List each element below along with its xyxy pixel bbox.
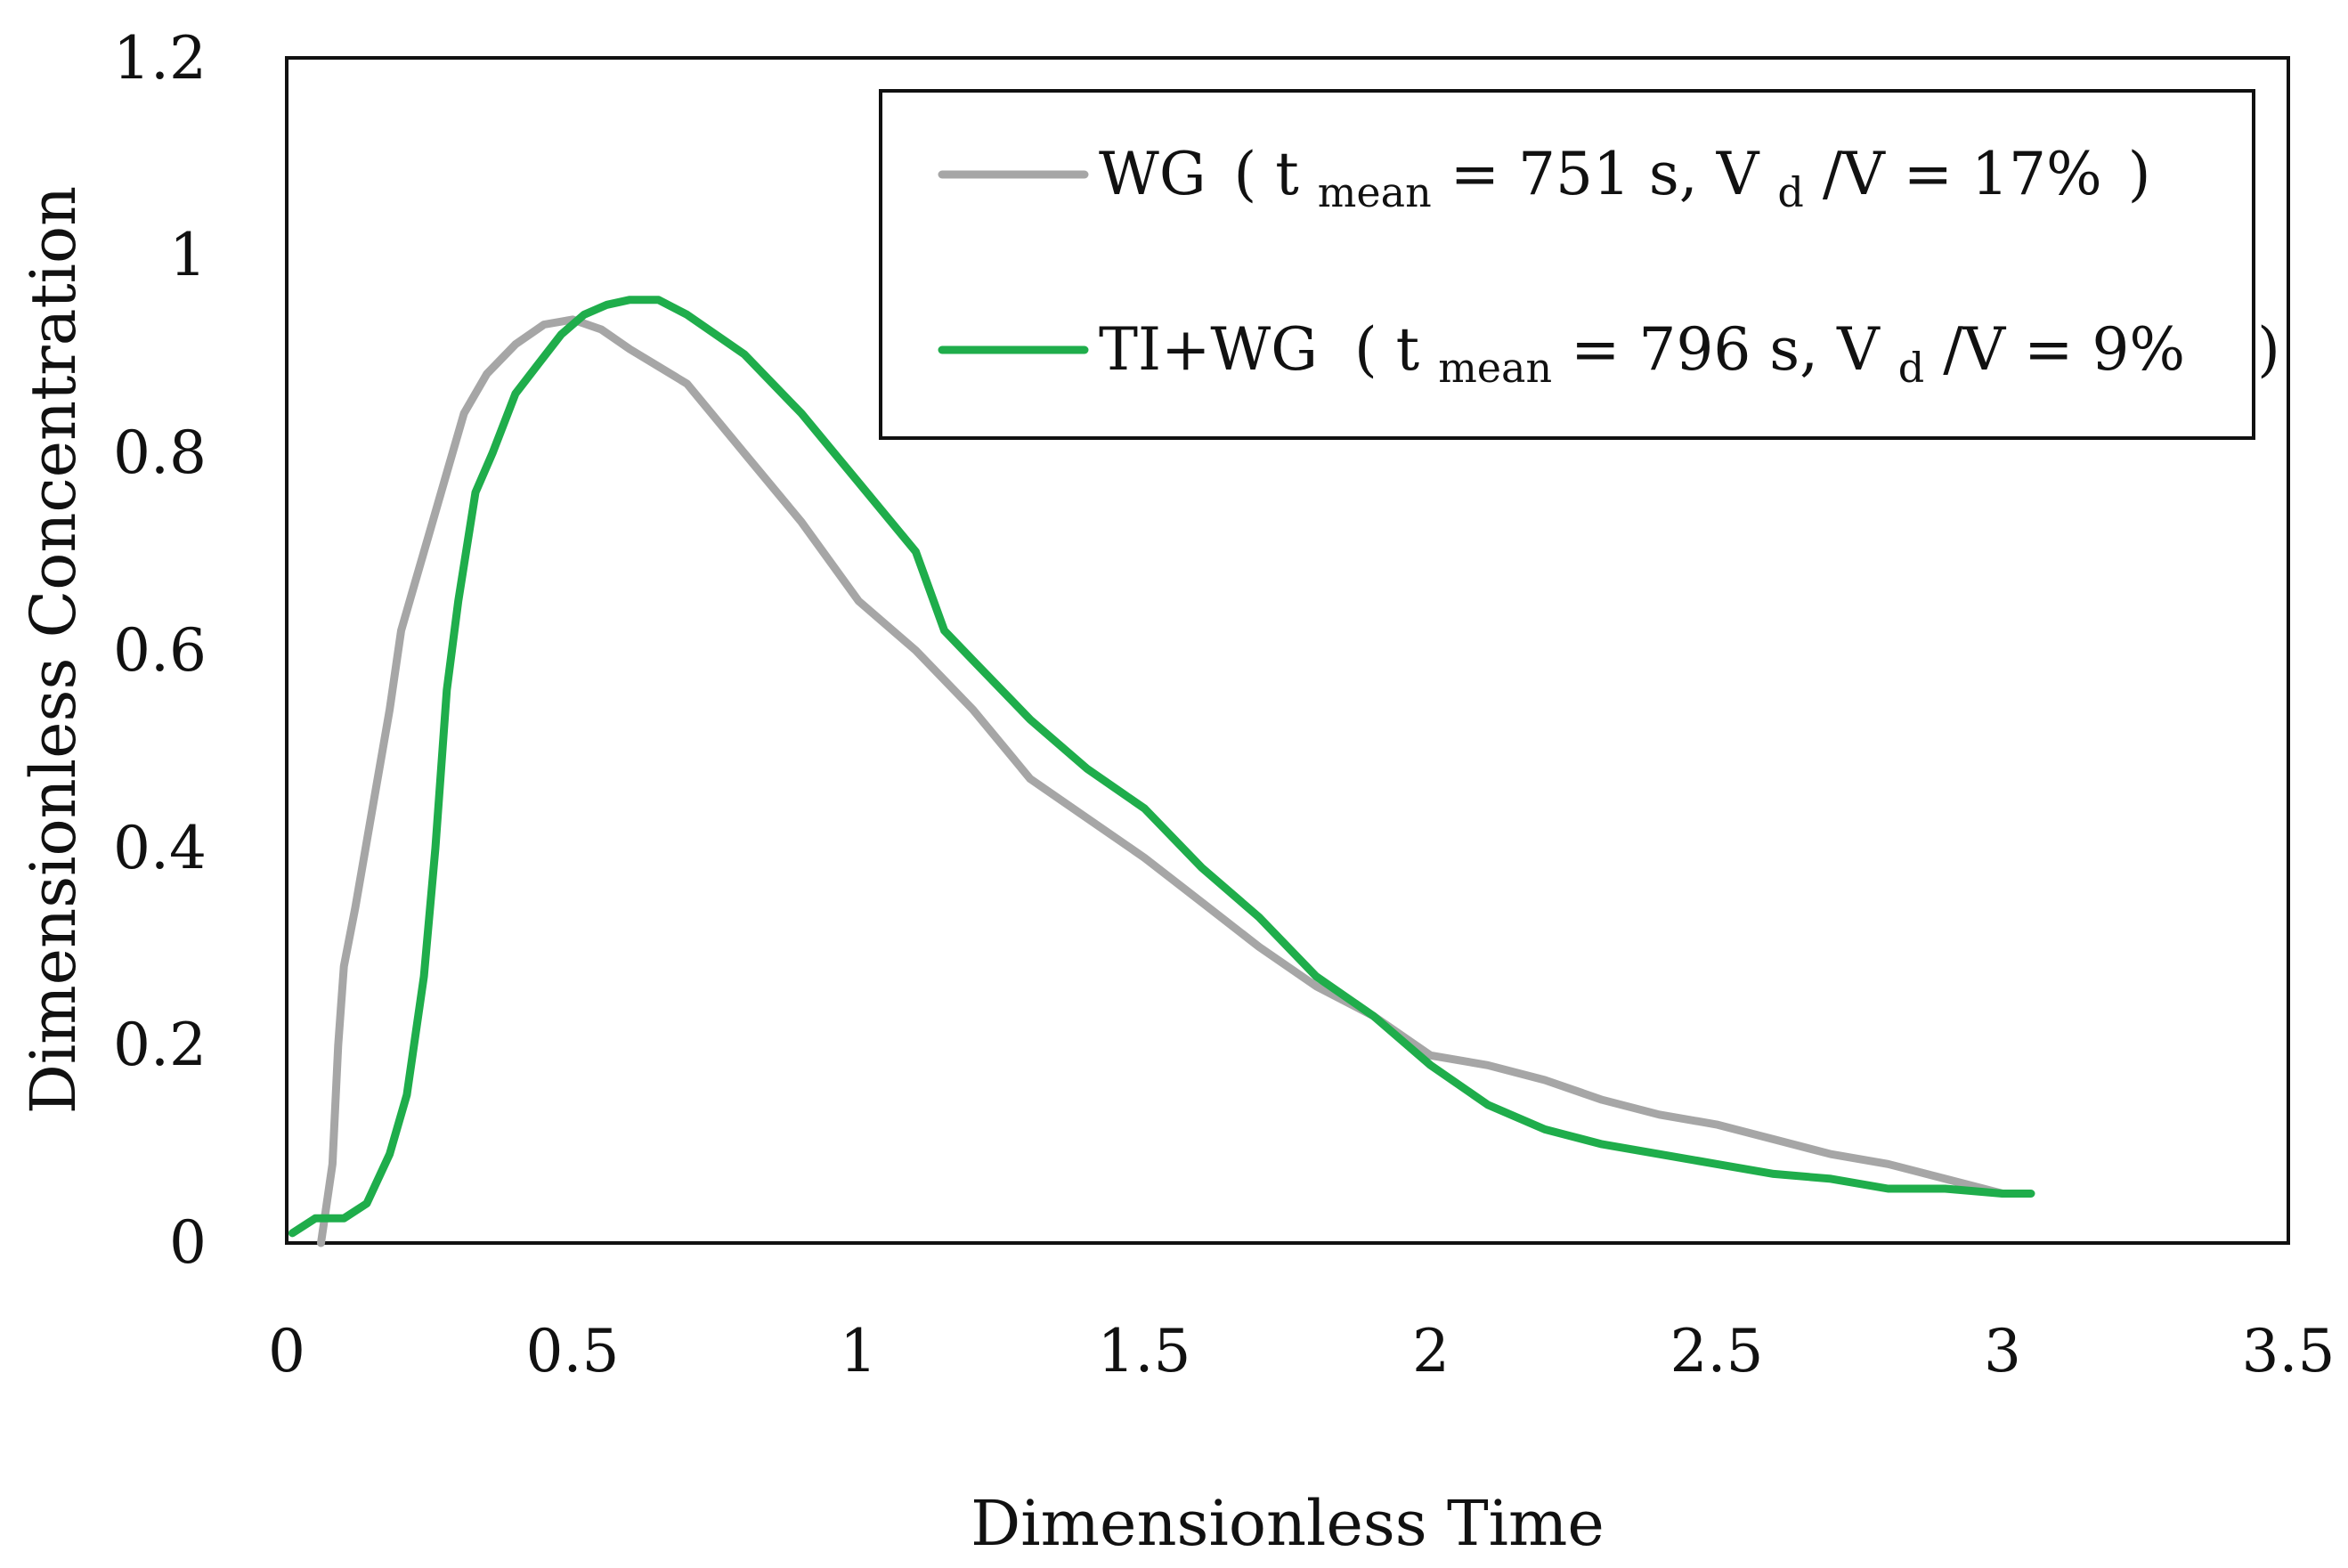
legend-box [879,89,2255,440]
legend-open-paren: ( [1234,140,1257,208]
x-tick-label: 2 [1412,1317,1450,1385]
legend: WG ( t mean = 751 s, V d /V = 17% ) TI+W… [879,89,2280,440]
legend-entry-wg: WG ( t mean = 751 s, V d /V = 17% ) [1099,140,2150,221]
y-axis-tick-labels: 0 0.2 0.4 0.6 0.8 1 1.2 [113,24,207,1277]
x-tick-label: 1.5 [1098,1317,1191,1385]
x-tick-label: 3 [1984,1317,2021,1385]
y-tick-label: 0.4 [113,814,207,882]
x-tick-label: 0.5 [526,1317,620,1385]
y-tick-label: 1 [169,221,207,289]
y-tick-label: 0.2 [113,1011,207,1079]
series-line-wg [317,315,2007,1247]
legend-mean-time: = 751 s, V [1450,140,1760,208]
plot-area-frame [285,56,2290,1245]
legend-open-paren: ( [1354,315,1377,384]
legend-mean-subscript: mean [1438,344,1552,392]
x-tick-label: 1 [840,1317,877,1385]
y-tick-label: 0.8 [113,418,207,487]
legend-close-paren: ) [2128,140,2151,208]
series-line-ti-wg [288,296,2035,1238]
x-tick-label: 0 [268,1317,305,1385]
y-tick-label: 1.2 [113,24,207,93]
legend-vd-subscript: d [1898,344,1924,392]
legend-volume-ratio: /V = 9% [1943,315,2185,384]
legend-t-symbol: t [1396,315,1420,384]
x-axis-title: Dimensionless Time [971,1487,1605,1560]
x-tick-label: 3.5 [2242,1317,2336,1385]
x-axis-tick-labels: 0 0.5 1 1.5 2 2.5 3 3.5 [268,1317,2335,1385]
legend-vd-subscript: d [1777,168,1803,216]
y-axis-title: Dimensionless Concentration [17,186,90,1114]
y-tick-label: 0.6 [113,616,207,685]
legend-mean-subscript: mean [1318,168,1432,216]
legend-close-paren: ) [2257,315,2280,384]
legend-volume-ratio: /V = 17% [1823,140,2102,208]
y-tick-label: 0 [169,1208,207,1277]
series-layer [288,296,2035,1247]
legend-t-symbol: t [1275,140,1299,208]
x-tick-label: 2.5 [1670,1317,1764,1385]
legend-series-name: WG [1099,140,1206,208]
legend-series-name: TI+WG [1099,315,1318,384]
legend-entry-ti-wg: TI+WG ( t mean = 796 s, V d /V = 9% ) [1099,315,2280,396]
legend-mean-time: = 796 s, V [1571,315,1881,384]
